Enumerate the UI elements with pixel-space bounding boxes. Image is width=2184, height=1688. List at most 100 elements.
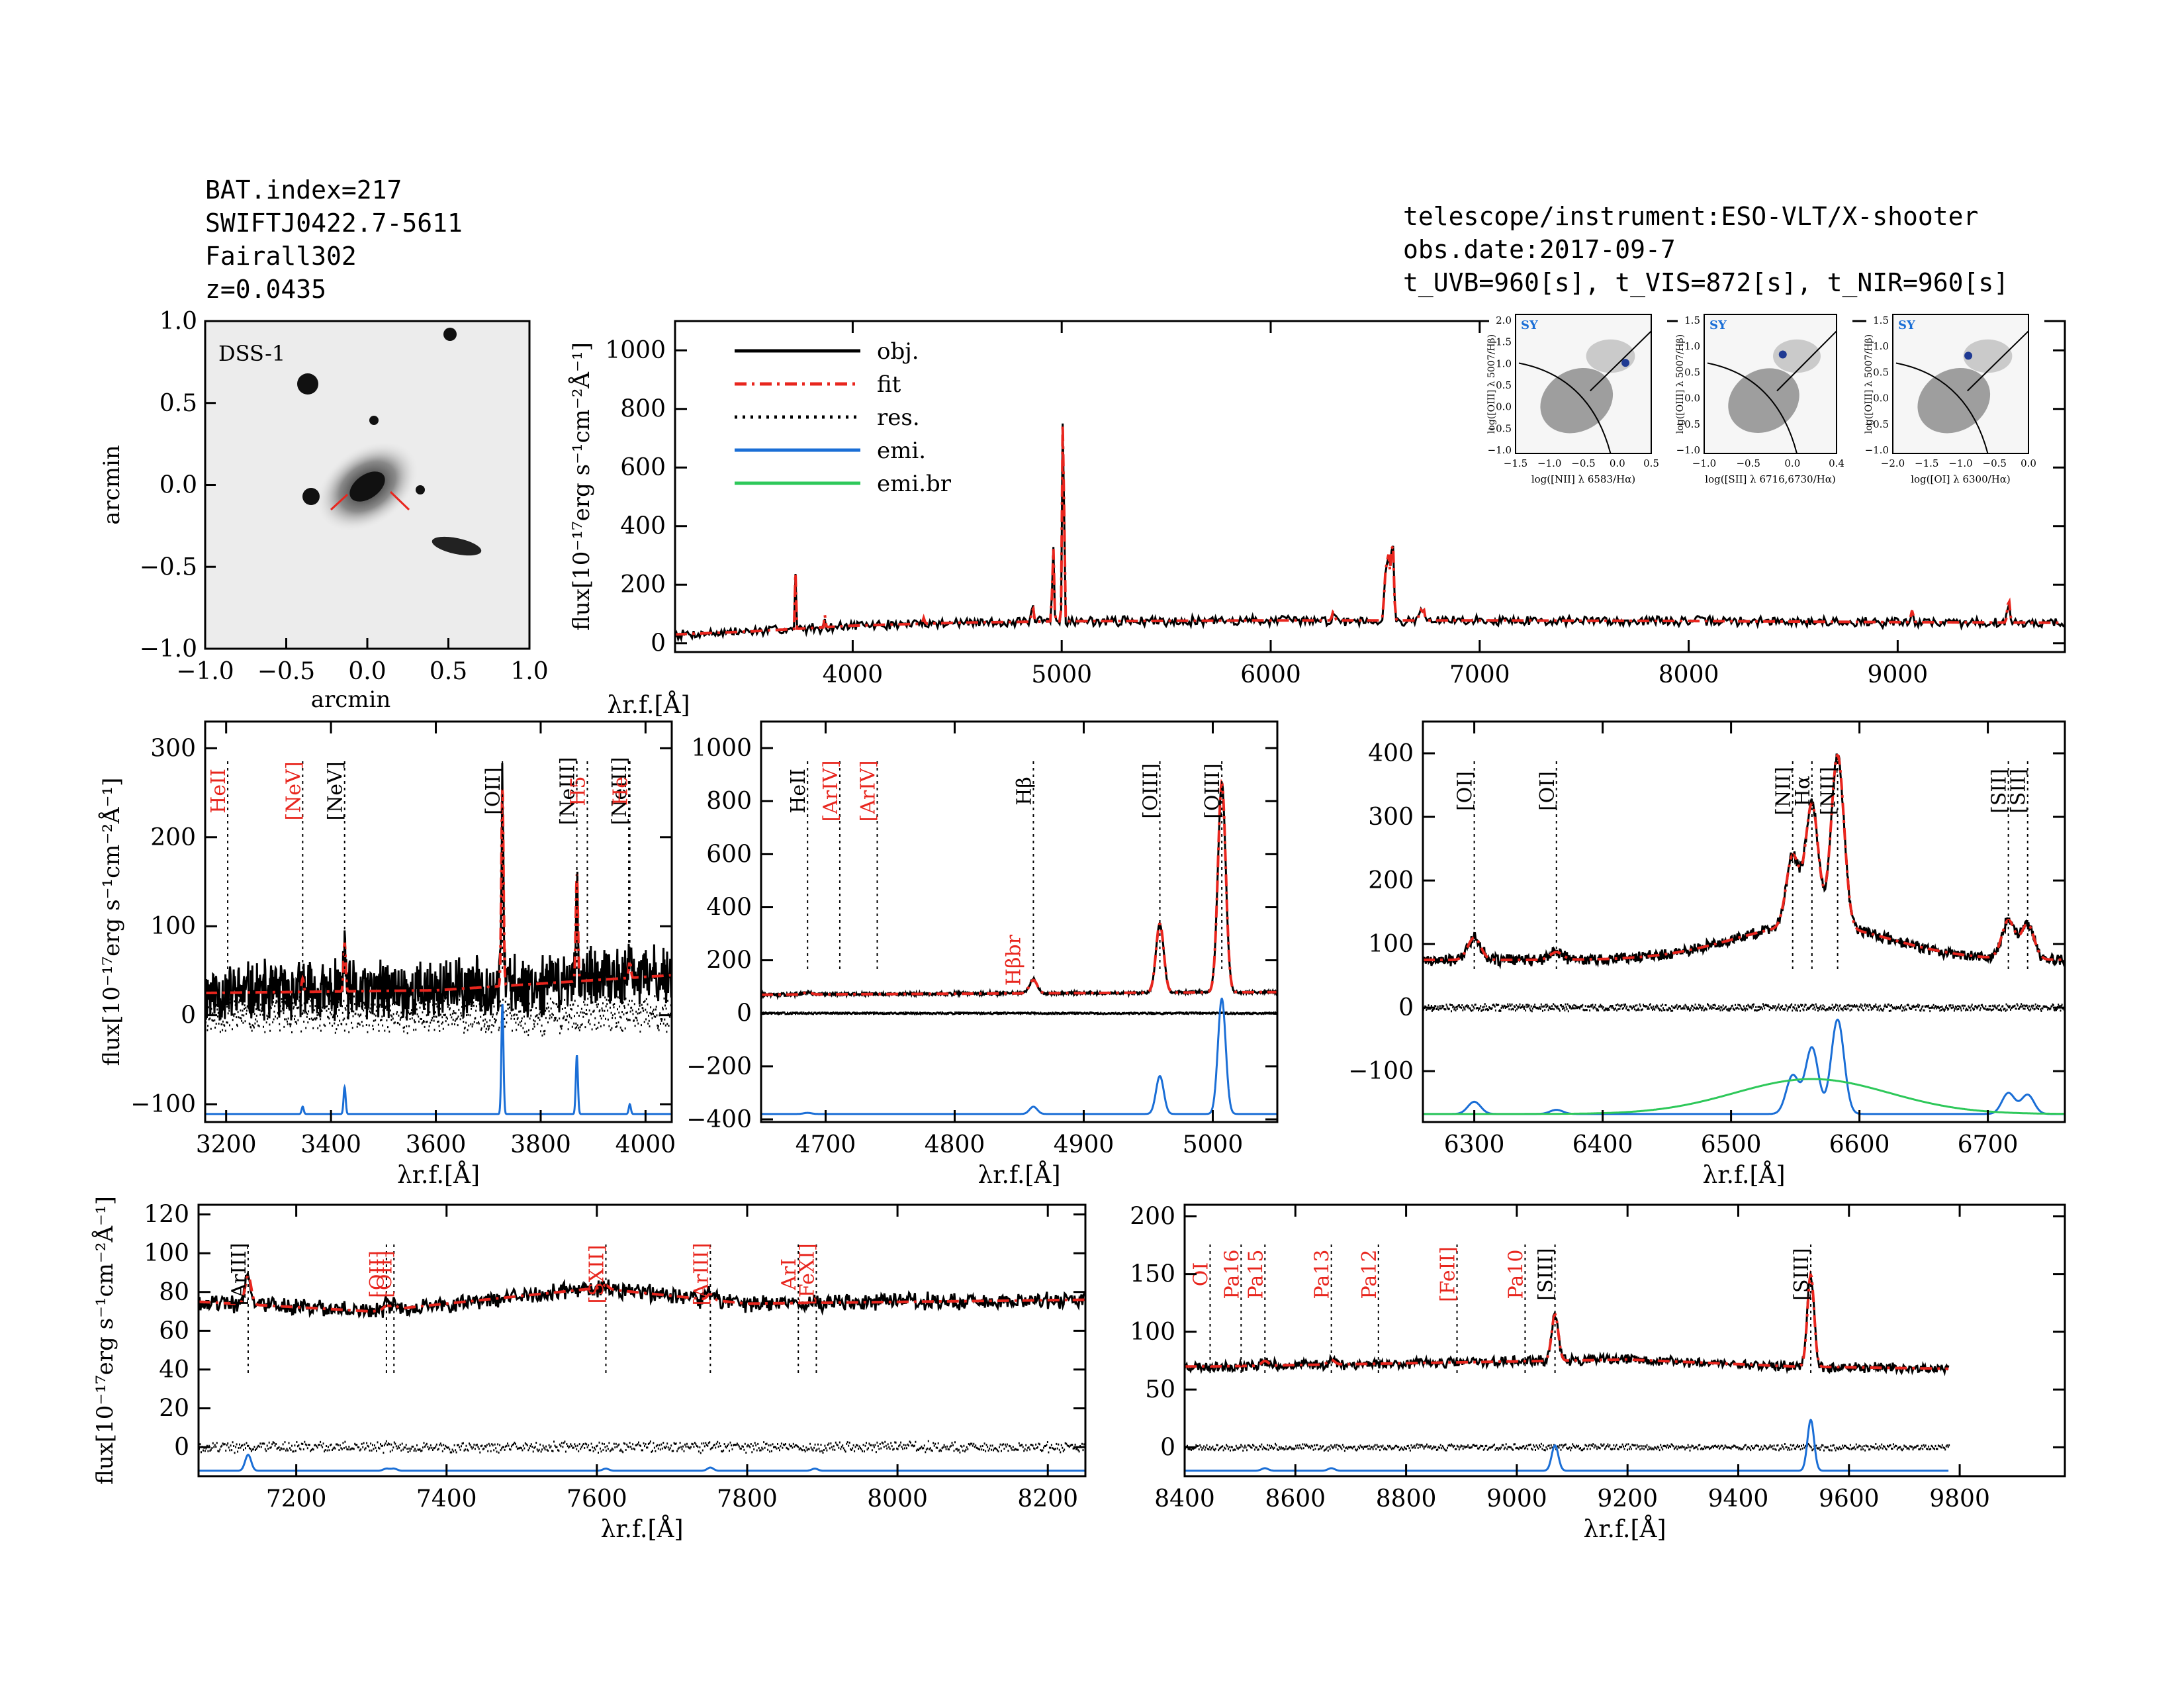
line-marker-label: Pa12 — [1358, 1250, 1381, 1299]
legend-label: emi.br — [877, 471, 952, 497]
star — [297, 373, 318, 395]
line-marker-label: [OII] — [373, 1250, 396, 1298]
x-tick-label: 9600 — [1819, 1485, 1880, 1513]
y-tick-label: 100 — [150, 913, 196, 940]
seyfert-liner-line — [1590, 330, 1652, 392]
bpt-y-tick-label: 0.5 — [1684, 366, 1700, 378]
x-tick-label: 3400 — [300, 1131, 361, 1158]
bpt-diagram-1: SY−1.5 −1.0 −0.5 0.0 0.52.01.51.00.50.0−0.5−… — [1486, 312, 1667, 497]
y-tick-label: 400 — [620, 513, 666, 540]
axes-frame — [1422, 720, 2066, 1123]
line-marker-label: [NII] — [1772, 767, 1796, 815]
bpt-y-tick-label: −0.5 — [1865, 418, 1889, 430]
emission-components-line — [205, 1004, 672, 1115]
x-tick-label: 3600 — [406, 1131, 467, 1158]
y-tick-label: 60 — [159, 1317, 189, 1344]
x-tick-label: 8600 — [1265, 1485, 1326, 1513]
x-tick-label: 4000 — [615, 1131, 676, 1158]
line-marker-label: [OII] — [366, 1250, 389, 1298]
line-marker-label: Hα — [1792, 776, 1815, 806]
line-marker-label: [SIII] — [1535, 1248, 1558, 1301]
residual-dots — [199, 1440, 1085, 1454]
x-tick-label: 9800 — [1929, 1485, 1990, 1513]
object-point — [1621, 359, 1630, 367]
residual-dots — [1185, 1442, 1950, 1452]
axes-frame — [197, 1203, 1087, 1477]
x-axis-label: arcmin — [311, 686, 391, 713]
y-tick-label: 40 — [159, 1356, 189, 1383]
y-tick-label: 300 — [1368, 804, 1414, 831]
line-marker-label: [FeXI] — [796, 1243, 819, 1305]
legend-label: emi. — [877, 438, 926, 464]
x-tick-label: 0.0 — [348, 658, 386, 685]
observation-info: telescope/instrument:ESO-VLT/X-shooter o… — [1403, 200, 2009, 299]
x-tick-label: 9200 — [1597, 1485, 1658, 1513]
bpt-y-tick-label: −1.0 — [1865, 444, 1889, 456]
y-tick-label: 0.0 — [159, 472, 197, 499]
bpt-class-tag: SY — [1898, 318, 1916, 332]
line-marker-label: [SIII] — [1790, 1248, 1813, 1301]
fit-line — [761, 778, 1277, 996]
y-tick-label: 400 — [1368, 740, 1414, 767]
x-tick-label: 6300 — [1444, 1131, 1505, 1158]
bpt-x-tick-label: 0.5 — [1643, 457, 1659, 469]
obj-spectrum-line — [205, 763, 672, 1021]
line-marker-label: [OIII] — [1140, 763, 1163, 819]
y-axis-label: flux[10⁻¹⁷erg s⁻¹cm⁻²Å⁻¹] — [91, 1196, 118, 1485]
bpt-diagram-2: SY −1.0 −0.5 0.0 0.4 1.5 1.0 0.5 0.0 −0.5 −1.0 log(… — [1675, 312, 1852, 497]
x-tick-label: 6500 — [1701, 1131, 1762, 1158]
line-marker-label: Pa10 — [1504, 1250, 1527, 1299]
x-tick-label: −1.0 — [176, 658, 234, 685]
x-tick-label: −0.5 — [257, 658, 315, 685]
x-axis-label: λr.f.[Å] — [397, 1161, 480, 1189]
bpt-class-tag: SY — [1709, 318, 1727, 332]
y-tick-label: 300 — [150, 735, 196, 762]
line-marker-label: Hβ — [1013, 776, 1036, 806]
y-tick-label: 100 — [1368, 931, 1414, 958]
line-marker-label: [OI] — [1454, 771, 1477, 811]
density-cloud — [1586, 339, 1635, 373]
y-tick-label: −0.5 — [140, 553, 197, 581]
galaxy-nucleus — [349, 471, 385, 502]
y-axis-label: arcmin — [99, 445, 125, 525]
y-tick-label: −400 — [686, 1106, 752, 1133]
x-tick-label: 7000 — [1449, 661, 1510, 688]
line-marker-label: [NeIII] — [608, 757, 631, 825]
legend-label: res. — [877, 404, 920, 431]
bpt-y-tick-label: 0.0 — [1873, 393, 1889, 404]
bpt-x-axis-label: log([OI] λ 6300/Hα) — [1911, 473, 2011, 485]
fit-line — [205, 788, 672, 995]
residual-dots — [1423, 1003, 2065, 1013]
vis-red-zoom-panel: [ArIII] [OII][OII] [SXII] [ArIII] ArI[FeXI] 7… — [91, 1196, 1087, 1543]
bpt-y-tick-label: 1.0 — [1873, 340, 1889, 352]
line-marker-label: [NeV] — [324, 761, 347, 820]
bpt-x-tick-label: −1.0 — [1537, 457, 1561, 469]
bpt-y-tick-label: 1.5 — [1684, 314, 1700, 326]
y-tick-label: 0 — [181, 1002, 196, 1029]
bpt-y-axis-label: log([OIII] λ 5007/Hβ) — [1675, 334, 1686, 434]
fit-line — [1185, 1270, 1949, 1370]
bpt-y-tick-label: 0.5 — [1496, 379, 1512, 391]
bpt-y-tick-label: 1.5 — [1873, 314, 1889, 326]
star — [416, 485, 425, 494]
star — [443, 328, 457, 341]
hbeta-oiii-zoom-panel: HeII [ArIV] [ArIV] Hβ [OIII] [OIII] Hβbr 4700 48… — [686, 720, 1279, 1189]
y-tick-label: 0 — [1398, 994, 1414, 1021]
x-tick-label: 7400 — [416, 1485, 477, 1513]
x-axis-label: λr.f.[Å] — [600, 1515, 683, 1543]
legend-label: obj. — [877, 338, 919, 365]
line-marker-label: HeII — [207, 769, 230, 814]
line-marker-label: [OIII] — [1201, 763, 1224, 819]
x-axis-label: λr.f.[Å] — [1583, 1515, 1666, 1543]
x-tick-label: 4000 — [823, 661, 884, 688]
star — [369, 416, 379, 425]
bpt-y-axis-label: log([OIII] λ 5007/Hβ) — [1486, 334, 1497, 434]
y-tick-label: −100 — [130, 1091, 196, 1118]
demarcation-curve — [1518, 362, 1612, 454]
y-tick-label: 200 — [150, 824, 196, 851]
x-tick-label: 5000 — [1183, 1131, 1244, 1158]
y-tick-label: 200 — [620, 571, 666, 598]
bpt-y-tick-label: −1.0 — [1488, 444, 1512, 456]
obj-spectrum-line — [199, 1270, 1085, 1319]
y-tick-label: −200 — [686, 1053, 752, 1080]
